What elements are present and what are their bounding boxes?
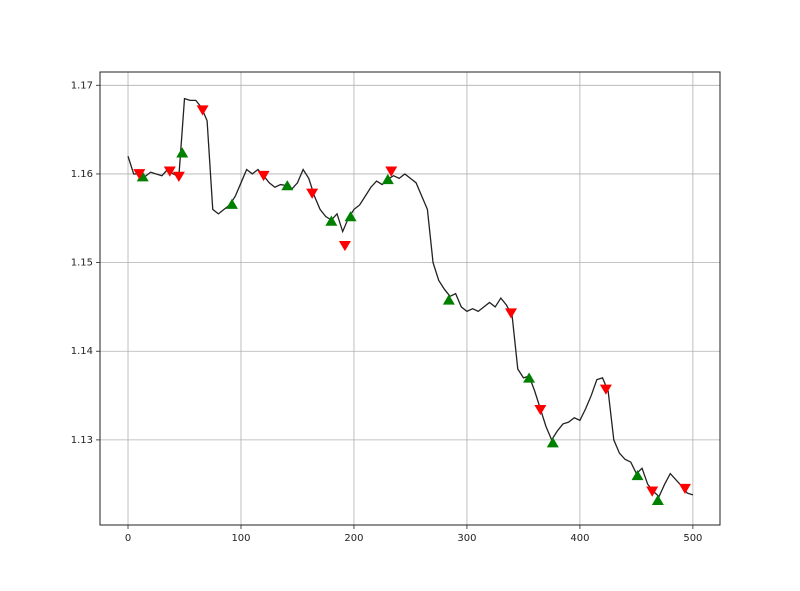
y-tick-label: 1.15	[71, 258, 93, 269]
y-tick-label: 1.16	[71, 169, 93, 180]
sell-marker	[257, 170, 270, 182]
y-tick-label: 1.13	[71, 435, 93, 446]
buy-marker	[651, 494, 664, 505]
sell-marker	[172, 171, 185, 183]
buy-marker	[325, 215, 338, 226]
sell-marker	[678, 483, 691, 495]
buy-marker	[631, 469, 644, 481]
sell-marker	[133, 169, 146, 180]
buy-marker	[523, 372, 536, 383]
x-tick-label: 400	[570, 533, 589, 544]
sell-marker	[163, 166, 176, 177]
buy-marker	[546, 437, 559, 448]
buy-marker	[381, 173, 394, 185]
sell-marker	[385, 166, 398, 177]
x-tick-label: 300	[457, 533, 476, 544]
sell-marker	[504, 308, 517, 319]
sell-marker	[599, 384, 612, 395]
buy-marker	[136, 171, 149, 182]
sell-marker	[338, 240, 351, 252]
buy-marker	[281, 180, 294, 191]
x-tick-label: 0	[125, 533, 131, 544]
sell-marker	[534, 404, 547, 416]
buy-marker	[225, 198, 238, 209]
x-tick-label: 500	[683, 533, 702, 544]
buy-marker	[176, 147, 189, 158]
y-tick-label: 1.14	[71, 346, 93, 357]
x-tick-label: 200	[344, 533, 363, 544]
y-tick-label: 1.17	[71, 80, 93, 91]
plot-frame	[99, 71, 721, 526]
buy-marker	[344, 211, 357, 222]
sell-marker	[196, 105, 209, 116]
buy-marker	[442, 294, 455, 305]
sell-marker	[306, 188, 319, 199]
sell-marker	[646, 486, 659, 497]
price-line	[127, 97, 694, 498]
x-tick-label: 100	[231, 533, 250, 544]
